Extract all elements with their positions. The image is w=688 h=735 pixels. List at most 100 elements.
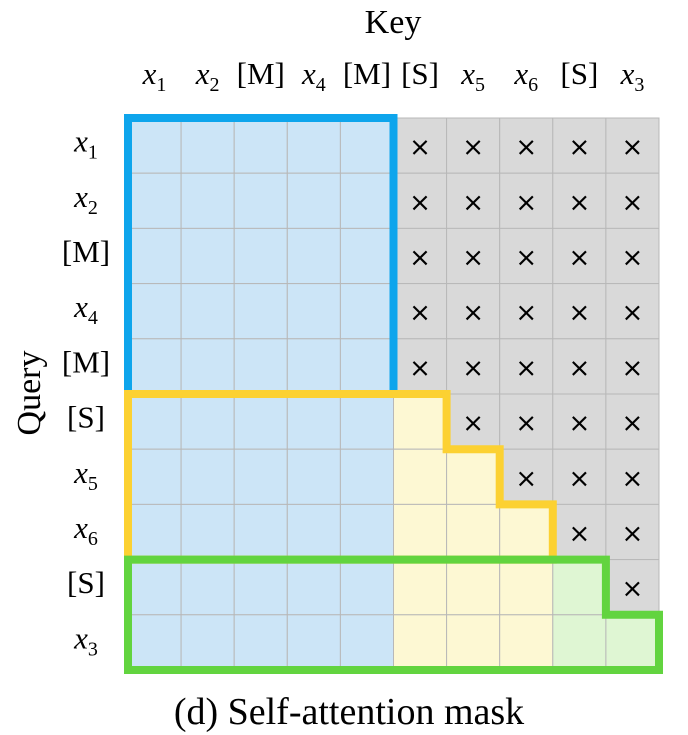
key-token-label: [M] <box>343 56 391 91</box>
mask-cell <box>552 448 607 505</box>
cross-mark: × <box>515 298 537 328</box>
mask-cell <box>552 283 607 340</box>
mask-cell <box>393 559 448 616</box>
key-token-label: x5 <box>460 56 485 96</box>
cross-mark: × <box>568 464 590 494</box>
mask-cell <box>339 172 394 229</box>
mask-cell <box>127 283 182 340</box>
mask-cell <box>552 393 607 450</box>
mask-cell <box>552 559 607 616</box>
mask-cell <box>127 172 182 229</box>
mask-cell <box>605 227 660 285</box>
cross-mark: × <box>622 519 644 549</box>
mask-grid <box>127 117 660 671</box>
cross-mark: × <box>622 243 644 273</box>
mask-cell <box>127 614 182 671</box>
mask-cell <box>233 283 288 340</box>
cross-mark: × <box>568 353 590 383</box>
mask-crosses: × × × × × × × × × × × × × × × × × × × × × × × × × × × × × × × × × × × <box>409 133 643 605</box>
query-token-label: x5 <box>73 455 98 495</box>
mask-cell <box>180 172 235 229</box>
mask-cell <box>552 227 607 285</box>
query-token-label: [M] <box>62 234 110 269</box>
green-group-border <box>124 555 663 674</box>
query-token-label: x3 <box>73 620 98 660</box>
mask-cell <box>180 503 235 561</box>
mask-cell <box>605 338 660 395</box>
mask-cell <box>552 503 607 561</box>
cross-mark: × <box>568 133 590 163</box>
mask-cell <box>499 338 554 395</box>
mask-cell <box>180 559 235 616</box>
mask-cell <box>339 393 394 450</box>
key-title: Key <box>365 4 422 41</box>
cross-mark: × <box>462 243 484 273</box>
cross-mark: × <box>568 243 590 273</box>
cross-mark: × <box>409 133 431 163</box>
cross-mark: × <box>515 243 537 273</box>
mask-cell <box>446 227 501 285</box>
key-token-labels: x1 x2 [M] x4 [M] [S] x5 x6 [S] x3 <box>142 56 645 96</box>
mask-cell <box>393 393 448 450</box>
mask-cell <box>339 448 394 505</box>
mask-cell <box>339 227 394 285</box>
key-token-label: x4 <box>301 56 326 96</box>
mask-cell <box>393 448 448 505</box>
mask-cell <box>393 283 448 340</box>
mask-cell <box>286 503 341 561</box>
cross-mark: × <box>409 298 431 328</box>
mask-cell <box>286 559 341 616</box>
mask-cell <box>180 448 235 505</box>
mask-cell <box>605 283 660 340</box>
mask-cell <box>233 172 288 229</box>
mask-cell <box>127 117 182 174</box>
mask-cell <box>180 393 235 450</box>
cross-mark: × <box>515 353 537 383</box>
mask-cell <box>499 503 554 561</box>
mask-cell <box>180 227 235 285</box>
mask-cell <box>233 338 288 395</box>
mask-cell <box>446 338 501 395</box>
mask-cell <box>499 172 554 229</box>
cross-mark: × <box>568 409 590 439</box>
key-token-label: [S] <box>560 56 598 91</box>
mask-cell <box>446 503 501 561</box>
mask-cell <box>286 117 341 174</box>
mask-cell <box>127 338 182 395</box>
caption: (d) Self-attention mask <box>174 691 524 733</box>
mask-cell <box>552 614 607 671</box>
mask-cell <box>180 117 235 174</box>
cross-mark: × <box>462 298 484 328</box>
mask-cell <box>339 559 394 616</box>
query-token-label: [M] <box>62 344 110 379</box>
query-token-labels: x1 x2 [M] x4 [M] [S] x5 x6 [S] x3 <box>62 124 110 661</box>
cross-mark: × <box>568 519 590 549</box>
query-token-label: [S] <box>67 400 105 435</box>
mask-cell <box>286 338 341 395</box>
cross-mark: × <box>515 409 537 439</box>
mask-cell <box>286 448 341 505</box>
cross-mark: × <box>622 188 644 218</box>
mask-cell <box>233 227 288 285</box>
mask-cell <box>499 614 554 671</box>
key-token-label: x2 <box>195 56 220 96</box>
cross-mark: × <box>622 133 644 163</box>
mask-cell <box>393 614 448 671</box>
mask-cell <box>233 393 288 450</box>
mask-cell <box>286 227 341 285</box>
cross-mark: × <box>622 574 644 604</box>
mask-cell <box>605 559 660 616</box>
mask-cell <box>286 283 341 340</box>
key-token-label: x6 <box>513 56 538 96</box>
mask-cell <box>127 503 182 561</box>
mask-cell <box>605 614 660 671</box>
cross-mark: × <box>622 298 644 328</box>
mask-cell <box>127 559 182 616</box>
mask-cell <box>127 393 182 450</box>
mask-cell <box>339 283 394 340</box>
mask-cell <box>446 283 501 340</box>
mask-cell <box>499 117 554 174</box>
query-token-label: [S] <box>67 565 105 600</box>
cross-mark: × <box>622 409 644 439</box>
